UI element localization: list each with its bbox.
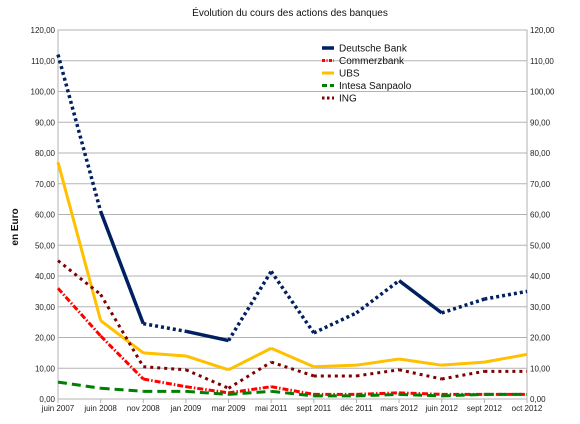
y-tick-label-right: 30,00 <box>530 303 551 312</box>
series-ing-segment <box>398 368 443 381</box>
series-ing-segment <box>441 369 485 381</box>
chart-title: Évolution du cours des actions des banqu… <box>192 6 388 19</box>
series-commerzbank-segment <box>185 385 229 395</box>
legend-label-deutsche-bank: Deutsche Bank <box>339 44 408 55</box>
series-ubs-segment <box>441 360 485 367</box>
series-ubs <box>56 161 528 372</box>
y-tick-label-left: 80,00 <box>35 149 56 158</box>
series-intesa-sanpaolo <box>57 380 527 398</box>
series-deutsche-bank-segment <box>484 289 528 301</box>
series-deutsche-bank-segment <box>269 270 316 334</box>
series-commerzbank-segment <box>270 385 315 396</box>
series-ing-segment <box>227 360 272 390</box>
series-ing-segment <box>143 365 187 372</box>
x-tick-label: oct 2012 <box>512 404 543 413</box>
series-ubs-segment <box>313 363 357 369</box>
x-tick-label: sept 2012 <box>467 404 503 413</box>
series-layer <box>56 54 528 398</box>
plot-frame <box>57 29 528 400</box>
y-tick-label-left: 30,00 <box>35 303 56 312</box>
series-ubs-segment <box>56 161 103 321</box>
series-commerzbank-segment <box>56 287 102 337</box>
legend-label-commerzbank: Commerzbank <box>339 56 405 67</box>
series-deutsche-bank-segment <box>99 210 145 325</box>
x-tick-label: mai 2011 <box>255 404 288 413</box>
y-tick-label-left: 70,00 <box>35 180 56 189</box>
legend-label-ubs: UBS <box>339 69 360 80</box>
series-deutsche-bank <box>56 54 528 343</box>
series-ubs-segment <box>398 357 442 367</box>
y-tick-label-right: 10,00 <box>530 364 551 373</box>
series-intesa-sanpaolo-segment <box>100 386 144 393</box>
legend-label-ing: ING <box>339 94 357 105</box>
y-tick-label-right: 90,00 <box>530 118 551 127</box>
series-ubs-segment <box>185 354 230 372</box>
series-deutsche-bank-segment <box>398 279 443 315</box>
series-deutsche-bank-segment <box>313 311 358 335</box>
series-commerzbank-segment <box>356 391 400 396</box>
series-intesa-sanpaolo-segment <box>57 380 101 390</box>
series-ing <box>57 259 527 390</box>
y-tick-label-left: 10,00 <box>35 364 56 373</box>
series-intesa-sanpaolo-segment <box>441 392 485 398</box>
x-tick-label: jan 2009 <box>170 404 202 413</box>
series-intesa-sanpaolo-segment <box>271 389 314 398</box>
series-ubs-segment <box>99 319 145 355</box>
y-tick-label-left: 60,00 <box>35 211 56 220</box>
series-intesa-sanpaolo-segment <box>185 389 229 396</box>
series-commerzbank-segment <box>228 385 272 395</box>
y-tick-label-right: 20,00 <box>530 334 551 343</box>
series-deutsche-bank-segment <box>441 297 485 315</box>
series-intesa-sanpaolo-segment <box>356 392 400 398</box>
x-tick-label: juin 2012 <box>424 404 458 413</box>
x-tick-label: juin 2007 <box>41 404 75 413</box>
series-commerzbank-segment <box>399 391 442 396</box>
y-tick-label-right: 80,00 <box>530 149 551 158</box>
y-tick-label-left: 40,00 <box>35 272 56 281</box>
series-ing-segment <box>270 360 315 378</box>
series-deutsche-bank-segment <box>227 270 273 342</box>
x-tick-label: juin 2008 <box>83 404 117 413</box>
y-tick-label-right: 50,00 <box>530 241 551 250</box>
y-tick-label-right: 70,00 <box>530 180 551 189</box>
y-tick-label-left: 0,00 <box>39 395 55 404</box>
legend-label-intesa-sanpaolo: Intesa Sanpaolo <box>339 81 412 92</box>
y-tick-label-right: 120,00 <box>530 26 555 35</box>
series-ubs-segment <box>484 352 528 364</box>
y-tick-label-right: 40,00 <box>530 272 551 281</box>
y-tick-label-right: 110,00 <box>530 57 554 66</box>
y-tick-label-left: 100,00 <box>31 88 56 97</box>
series-deutsche-bank-segment <box>185 329 229 343</box>
y-tick-label-left: 110,00 <box>31 57 55 66</box>
series-ubs-segment <box>227 346 272 372</box>
y-tick-label-right: 0,00 <box>530 395 546 404</box>
series-commerzbank-segment <box>99 334 145 381</box>
series-commerzbank-segment <box>143 377 187 389</box>
series-ing-segment <box>57 259 102 296</box>
series-ing-segment <box>356 368 400 378</box>
series-ubs-segment <box>270 346 315 369</box>
y-tick-label-right: 100,00 <box>530 88 555 97</box>
y-axis-label: en Euro <box>10 208 21 245</box>
y-tick-label-left: 20,00 <box>35 334 56 343</box>
series-deutsche-bank-segment <box>355 279 401 315</box>
y-tick-label-left: 50,00 <box>35 241 56 250</box>
x-tick-label: nov 2008 <box>127 404 160 413</box>
series-deutsche-bank-segment <box>142 321 187 334</box>
series-intesa-sanpaolo-segment <box>399 392 442 398</box>
series-ubs-segment <box>143 351 187 358</box>
y-tick-label-left: 90,00 <box>35 118 56 127</box>
x-tick-label: déc 2011 <box>340 404 373 413</box>
y-tick-label-left: 120,00 <box>31 26 56 35</box>
x-tick-label: mars 2012 <box>380 404 418 413</box>
y-tick-label-right: 60,00 <box>530 211 551 220</box>
x-tick-label: mar 2009 <box>212 404 246 413</box>
series-ubs-segment <box>356 357 400 367</box>
series-intesa-sanpaolo-segment <box>228 389 272 396</box>
series-ing-segment <box>185 368 230 390</box>
axis-layer: 0,00 0,00 10,00 10,00 20,00 20,00 30,00 30,00 40… <box>31 26 555 413</box>
x-tick-label: sept 2011 <box>297 404 332 413</box>
